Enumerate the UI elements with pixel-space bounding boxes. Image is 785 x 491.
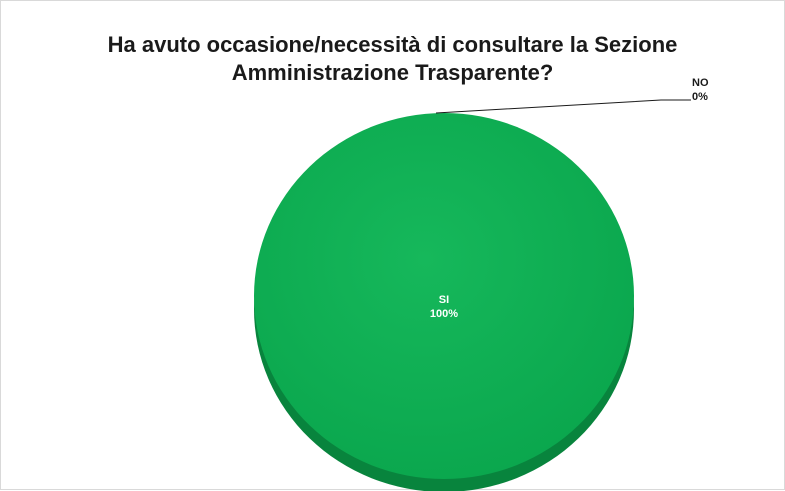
chart-title-line1: Ha avuto occasione/necessità di consulta… <box>107 32 678 57</box>
slice-label-si: SI 100% <box>404 293 484 321</box>
slice-label-si-pct: 100% <box>429 308 459 320</box>
slice-label-no: NO 0% <box>692 76 732 104</box>
slice-label-si-name: SI <box>438 294 450 306</box>
chart-title-line2: Amministrazione Trasparente? <box>231 60 554 85</box>
slice-label-no-pct: 0% <box>692 91 708 103</box>
leader-line-no <box>435 99 691 114</box>
slice-label-no-name: NO <box>692 77 709 89</box>
chart-title: Ha avuto occasione/necessità di consulta… <box>1 31 784 87</box>
pie-slice-si <box>254 113 634 479</box>
